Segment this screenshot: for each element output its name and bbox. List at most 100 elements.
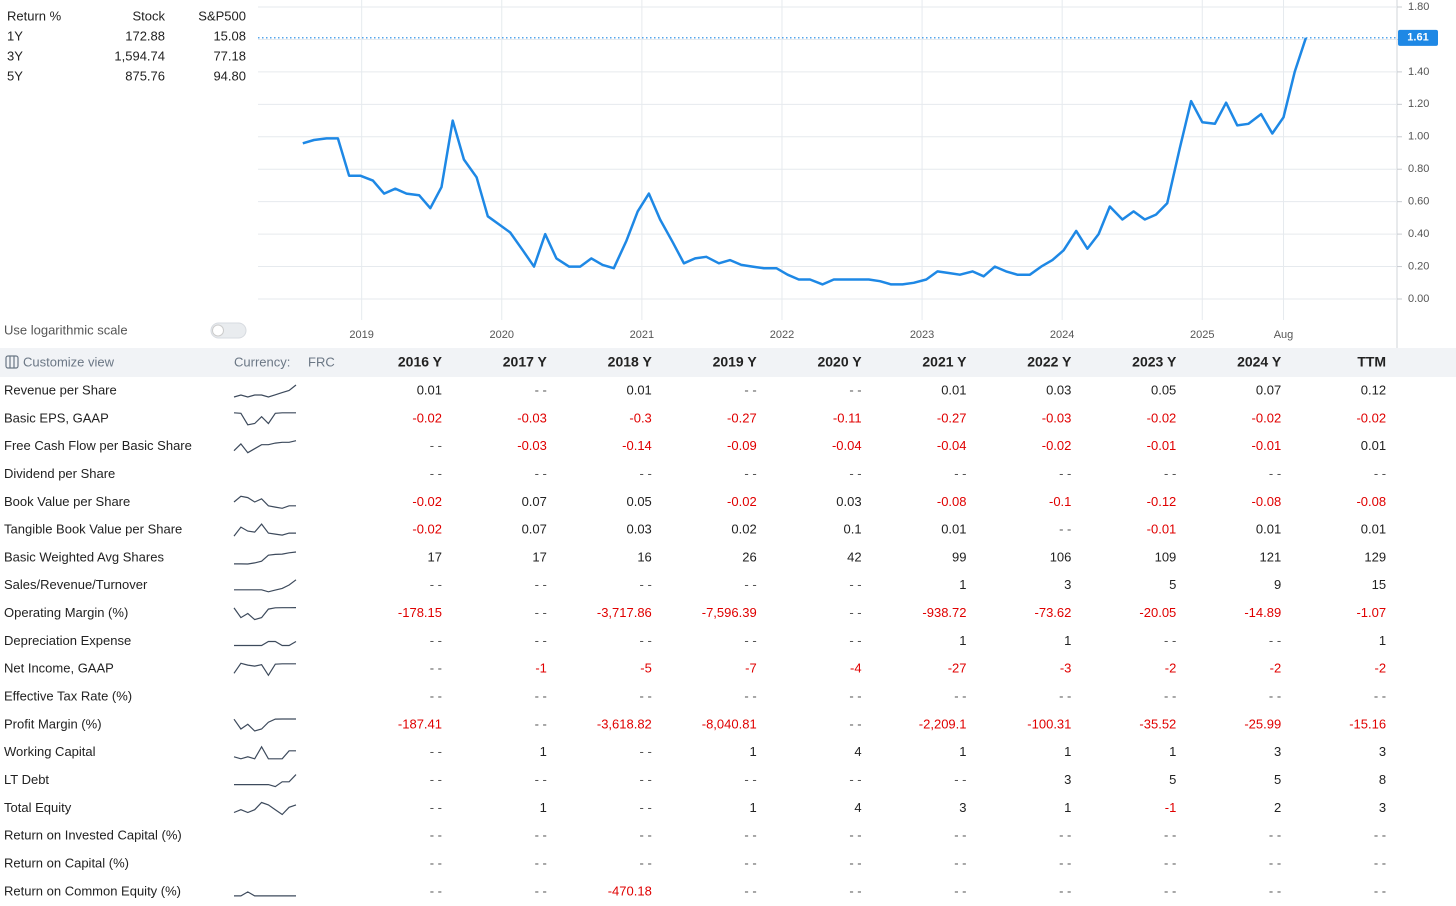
cell: 0.07: [1256, 382, 1281, 397]
sparkline: [233, 495, 296, 509]
column-header: TTM: [1357, 354, 1386, 370]
cell: - -: [1374, 883, 1386, 898]
cell: 17: [428, 549, 442, 564]
column-header: 2021 Y: [922, 354, 967, 370]
cell: -0.01: [1252, 438, 1282, 453]
row-label: LT Debt: [4, 772, 49, 787]
cell: -0.12: [1147, 494, 1177, 509]
cell: - -: [849, 828, 861, 843]
cell: -25.99: [1244, 716, 1281, 731]
cell: -0.03: [517, 438, 547, 453]
y-tick-label: 0.20: [1408, 260, 1429, 272]
cell: -14.89: [1244, 605, 1281, 620]
cell: - -: [954, 466, 966, 481]
cell: -15.16: [1349, 716, 1386, 731]
cell: 16: [637, 549, 651, 564]
cell: 2: [1274, 800, 1281, 815]
x-tick-label: 2021: [630, 329, 654, 341]
return-cell: 3Y: [7, 48, 23, 63]
cell: - -: [1269, 633, 1281, 648]
cell: -0.02: [1147, 410, 1177, 425]
x-tick-label: 2023: [910, 329, 934, 341]
column-header: 2024 Y: [1237, 354, 1282, 370]
cell: - -: [744, 466, 756, 481]
cell: - -: [954, 689, 966, 704]
cell: - -: [1269, 883, 1281, 898]
cell: - -: [535, 605, 547, 620]
cell: - -: [849, 605, 861, 620]
log-toggle[interactable]: [210, 322, 247, 339]
cell: - -: [1269, 466, 1281, 481]
cell: - -: [535, 883, 547, 898]
cell: 129: [1364, 549, 1386, 564]
column-header: 2016 Y: [398, 354, 443, 370]
row-label: Effective Tax Rate (%): [4, 689, 132, 704]
table-header-band: [0, 348, 1456, 377]
customize-view[interactable]: Customize view: [23, 354, 115, 369]
cell: 17: [532, 549, 546, 564]
cell: - -: [535, 716, 547, 731]
cell: -2,209.1: [919, 716, 967, 731]
cell: 1: [1169, 744, 1176, 759]
log-scale-label: Use logarithmic scale: [4, 322, 128, 337]
cell: - -: [1374, 466, 1386, 481]
sparkline: [234, 774, 297, 788]
cell: - -: [954, 772, 966, 787]
cell: 3: [1064, 772, 1071, 787]
customize-icon[interactable]: [5, 355, 19, 369]
x-tick-label: 2019: [349, 329, 373, 341]
return-cell: 77.18: [213, 48, 246, 63]
price-line: [302, 37, 1308, 286]
cell: -0.09: [727, 438, 757, 453]
cell: -0.11: [833, 410, 862, 425]
return-cell: 1,594.74: [114, 48, 165, 63]
cell: 8: [1379, 772, 1386, 787]
cell: -2: [1270, 661, 1282, 676]
x-tick-label: 2025: [1190, 329, 1214, 341]
column-header: 2017 Y: [503, 354, 548, 370]
cell: - -: [640, 744, 652, 759]
last-value-label: 1.61: [1407, 32, 1428, 44]
cell: -0.02: [412, 410, 442, 425]
cell: - -: [640, 828, 652, 843]
cell: - -: [1164, 856, 1176, 871]
return-header: Stock: [132, 8, 165, 23]
cell: 106: [1050, 549, 1072, 564]
cell: 0.01: [1361, 522, 1386, 537]
return-cell: 875.76: [125, 68, 165, 83]
cell: - -: [1374, 828, 1386, 843]
cell: 5: [1169, 577, 1176, 592]
y-tick-label: 1.00: [1408, 131, 1429, 143]
cell: 15: [1372, 577, 1386, 592]
cell: -0.02: [727, 494, 757, 509]
cell: - -: [849, 883, 861, 898]
return-header: S&P500: [198, 8, 246, 23]
cell: -3,717.86: [597, 605, 652, 620]
row-label: Return on Common Equity (%): [4, 883, 181, 898]
cell: -0.02: [1252, 410, 1282, 425]
cell: - -: [744, 772, 756, 787]
cell: - -: [1374, 856, 1386, 871]
sparkline: [233, 801, 297, 816]
cell: -0.27: [937, 410, 967, 425]
cell: -938.72: [922, 605, 966, 620]
cell: - -: [1269, 856, 1281, 871]
cell: -0.14: [622, 438, 652, 453]
cell: -0.1: [1049, 494, 1071, 509]
sparkline: [233, 718, 296, 732]
cell: - -: [849, 577, 861, 592]
cell: -4: [850, 661, 862, 676]
cell: - -: [535, 577, 547, 592]
cell: - -: [849, 856, 861, 871]
cell: - -: [744, 689, 756, 704]
row-label: Revenue per Share: [4, 382, 117, 397]
cell: 3: [1379, 800, 1386, 815]
cell: 1: [1379, 633, 1386, 648]
y-tick-label: 0.40: [1408, 228, 1429, 240]
cell: 0.07: [522, 494, 547, 509]
cell: - -: [535, 466, 547, 481]
cell: 0.05: [1151, 382, 1176, 397]
cell: - -: [430, 828, 442, 843]
sparkline: [233, 412, 296, 426]
currency[interactable]: FRC: [308, 354, 335, 369]
